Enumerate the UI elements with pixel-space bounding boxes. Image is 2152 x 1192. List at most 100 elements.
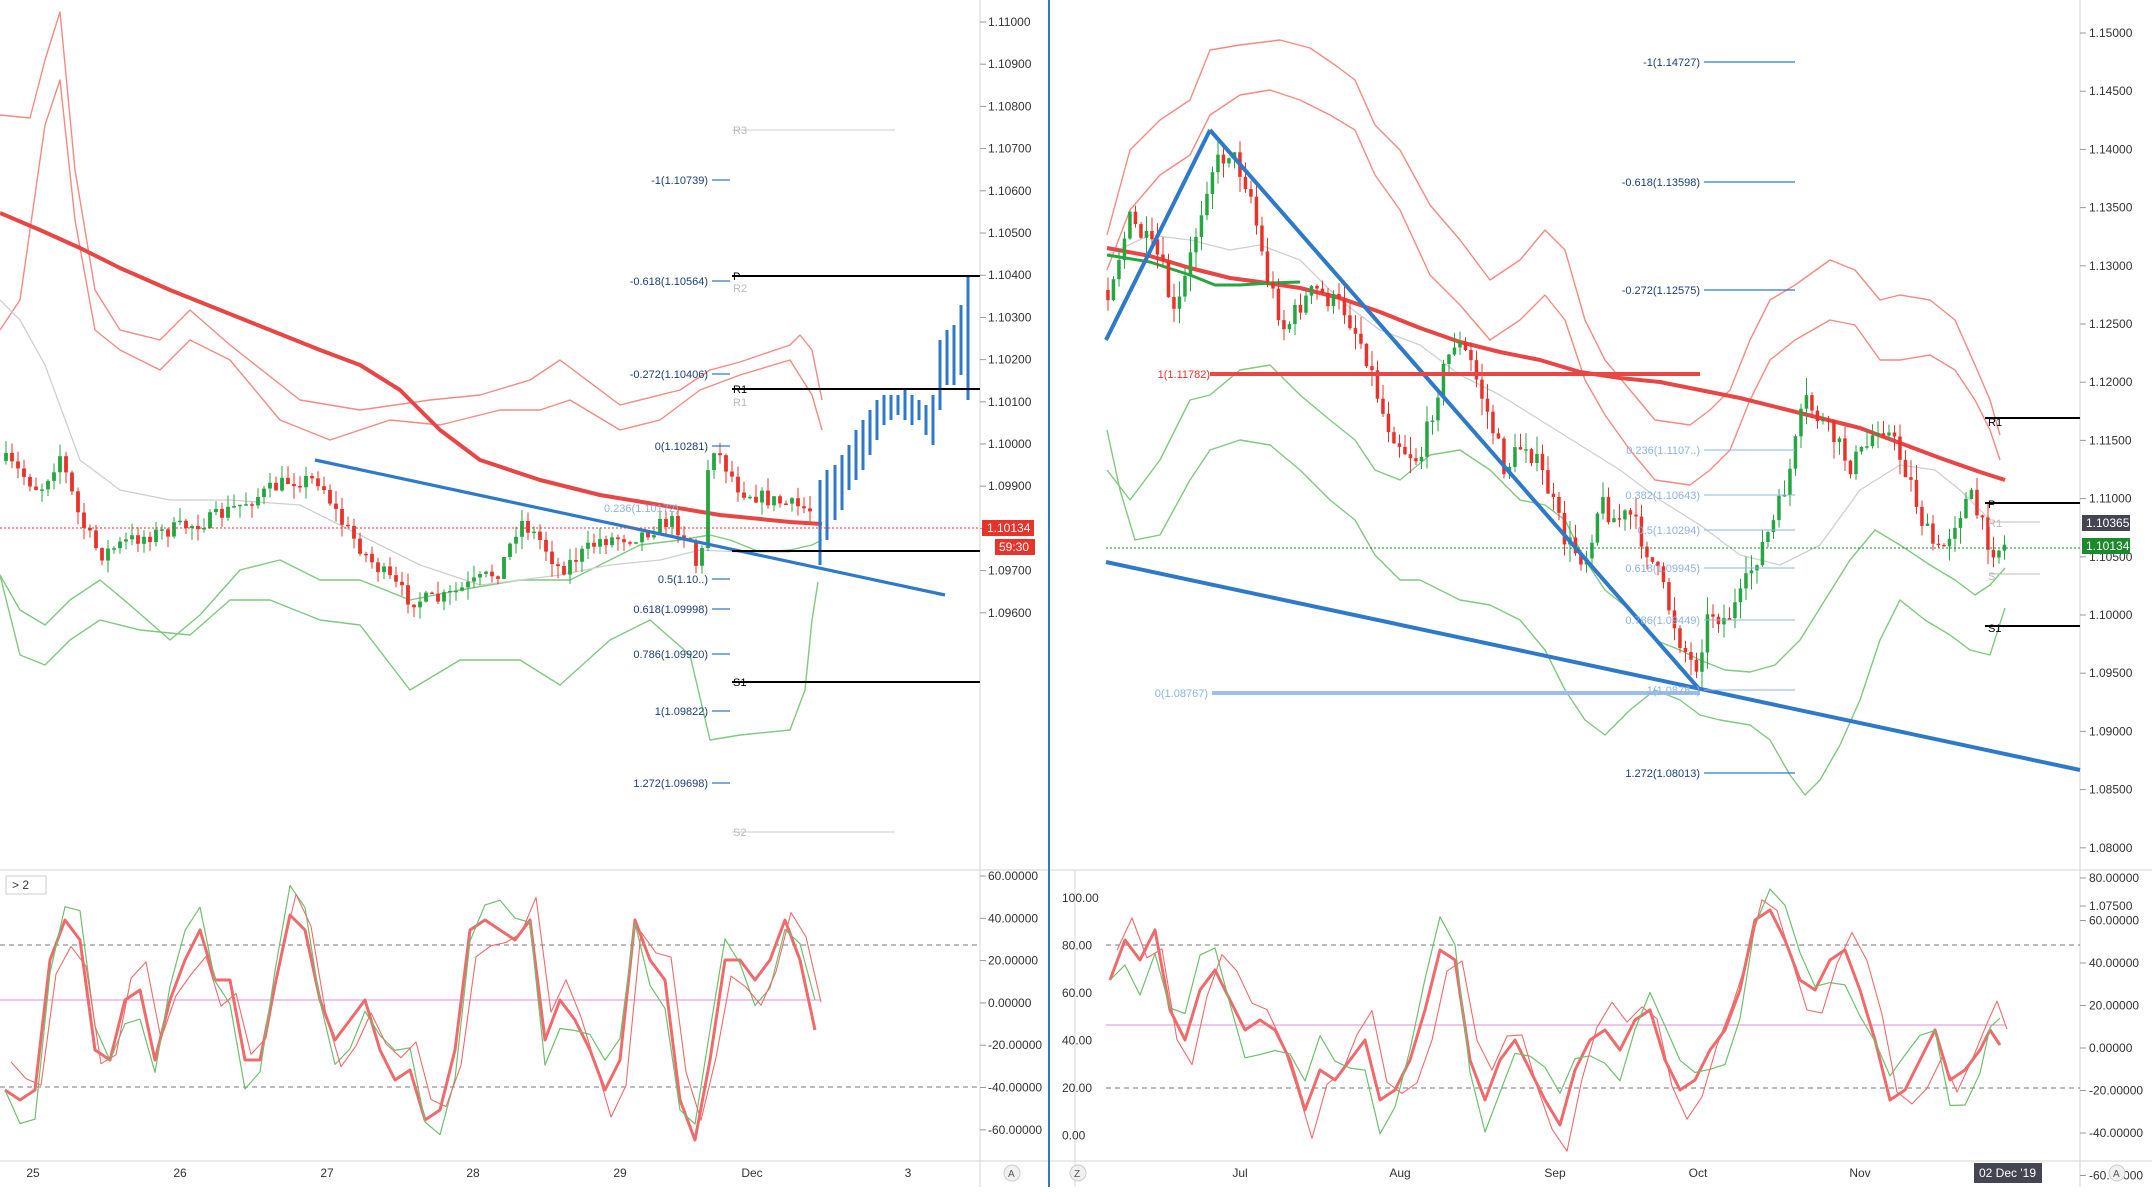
right-candle	[1898, 436, 1902, 460]
left-candle	[652, 535, 656, 538]
right-candle	[1480, 379, 1484, 399]
osc-tick-label: 40.00000	[2089, 956, 2139, 970]
left-fib-faint-label: 0.236(1.10172)	[604, 503, 679, 515]
left-candle	[484, 571, 488, 574]
x-tick-label: 26	[173, 1166, 187, 1180]
left-candle	[448, 590, 452, 593]
right-osc-main-line	[1108, 908, 2002, 1127]
left-oscillator-legend[interactable]: > 2	[5, 875, 47, 895]
left-price-chart[interactable]: 1.11000 1.10900 1.10800 1.10700 1.10600 1.105…	[0, 11, 1032, 1180]
left-candle	[286, 477, 290, 484]
right-candle	[1177, 296, 1182, 309]
osc-tick-label: -20.00000	[988, 1038, 1042, 1052]
right-candle	[1364, 343, 1369, 367]
svg-text:A: A	[1008, 1169, 1015, 1180]
right-candle	[1370, 366, 1374, 371]
right-candle	[1524, 449, 1528, 451]
left-candle	[334, 503, 338, 509]
right-oscillator-pane[interactable]: 100.00 80.00 60.00 40.00 20.00 0.00 80.00000 60…	[1062, 871, 2143, 1183]
x-tick-label: 29	[613, 1166, 627, 1180]
y-tick-label: 1.11500	[2089, 433, 2132, 447]
left-candle	[196, 526, 200, 530]
right-candle	[1991, 549, 1996, 558]
left-candle	[622, 539, 626, 543]
right-candle	[1144, 231, 1149, 238]
y-tick-label: 1.09500	[2089, 666, 2133, 680]
right-candle	[1430, 420, 1435, 422]
right-candle	[1892, 432, 1897, 437]
right-candle	[1903, 459, 1908, 478]
right-candle	[1788, 468, 1792, 495]
right-candle	[1469, 350, 1473, 361]
left-candle	[274, 482, 278, 491]
right-candle	[1298, 304, 1303, 313]
left-moving-average	[0, 211, 823, 526]
left-auto-scale-button[interactable]: A	[1003, 1164, 1021, 1182]
left-osc-main-line	[4, 913, 817, 1142]
right-zoom-button[interactable]: Z	[1069, 1164, 1087, 1182]
left-candle	[94, 530, 98, 549]
left-candle	[82, 512, 86, 528]
left-candle	[736, 476, 740, 493]
right-candle	[1848, 460, 1853, 475]
right-candle	[1964, 498, 1968, 519]
right-candle	[1243, 176, 1248, 190]
left-oscillator-pane[interactable]: 60.00000 40.00000 20.00000 0.00000 -20.00000…	[0, 869, 1042, 1142]
right-candle	[1870, 435, 1875, 447]
right-candle	[1183, 276, 1187, 297]
left-candle	[304, 476, 308, 488]
left-candle	[160, 529, 164, 531]
right-candle	[1733, 602, 1737, 619]
right-candle	[1920, 506, 1924, 526]
right-candle	[1810, 395, 1814, 411]
right-fib-label: -0.618(1.13598)	[1622, 177, 1700, 189]
left-candle	[394, 575, 398, 582]
left-upper-band-inner	[0, 79, 823, 441]
pane-divider[interactable]	[1048, 0, 1050, 1187]
y-tick-label: 1.10300	[988, 310, 1032, 324]
left-candle	[250, 504, 254, 506]
osc-tick-label: 80.00000	[2089, 871, 2139, 885]
left-candle	[454, 590, 458, 593]
left-osc-slow-line	[10, 893, 822, 1121]
left-candle	[676, 516, 680, 536]
left-candle	[550, 551, 554, 565]
right-candle	[1738, 588, 1743, 603]
y-tick-label: 1.15000	[2089, 26, 2133, 40]
y-tick-label: 1.08500	[2089, 783, 2133, 797]
left-candle	[88, 527, 92, 531]
y-tick-label: 1.13500	[2089, 201, 2133, 215]
left-candle	[4, 452, 8, 461]
left-candle	[46, 480, 50, 490]
osc-left-tick-label: 40.00	[1062, 1034, 1092, 1048]
right-candle	[1282, 320, 1286, 330]
y-tick-label: 1.11000	[2089, 492, 2132, 506]
left-candle	[346, 524, 350, 527]
right-price-tag-dark: 1.10365	[2082, 515, 2130, 531]
left-candle	[214, 509, 218, 513]
right-candle	[1408, 454, 1413, 459]
right-lower-band-outer	[1106, 429, 2006, 796]
left-candle	[772, 496, 776, 506]
right-candle	[1150, 231, 1154, 240]
right-candle	[1166, 261, 1171, 298]
left-pivot-s1-label: S1	[733, 677, 746, 689]
right-candle	[1799, 408, 1803, 437]
right-candle	[1683, 648, 1688, 652]
left-candle	[40, 489, 44, 491]
right-candle	[1909, 477, 1913, 480]
left-candle	[538, 531, 542, 540]
right-candle	[1331, 294, 1336, 307]
right-candle	[1942, 544, 1946, 547]
left-fib-label: 0.5(1.10..)	[658, 574, 708, 586]
right-candle	[1667, 582, 1671, 611]
right-candle	[1518, 447, 1523, 450]
left-candle	[406, 585, 410, 605]
right-candle	[1348, 315, 1352, 329]
right-fib-red-label: 1(1.11782)	[1158, 369, 1210, 381]
left-candle	[628, 542, 632, 544]
right-auto-scale-button[interactable]: A	[2108, 1164, 2126, 1182]
right-candle	[1562, 512, 1567, 545]
x-tick-label: 27	[320, 1166, 334, 1180]
